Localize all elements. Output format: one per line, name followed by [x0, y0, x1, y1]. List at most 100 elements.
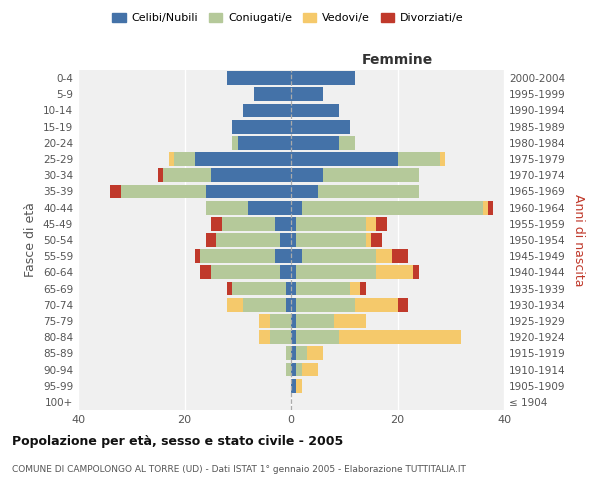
Bar: [211, 168, 291, 182]
Text: Femmine: Femmine: [362, 52, 433, 66]
Bar: [291, 168, 323, 182]
Bar: [323, 168, 419, 182]
Bar: [365, 233, 371, 247]
Bar: [376, 266, 413, 280]
Text: COMUNE DI CAMPOLONGO AL TORRE (UD) - Dati ISTAT 1° gennaio 2005 - Elaborazione T: COMUNE DI CAMPOLONGO AL TORRE (UD) - Dat…: [12, 465, 466, 474]
Bar: [174, 152, 195, 166]
Bar: [483, 200, 488, 214]
Bar: [286, 282, 291, 296]
Bar: [286, 346, 291, 360]
Bar: [317, 184, 419, 198]
Bar: [365, 217, 376, 230]
Bar: [227, 298, 243, 312]
Bar: [291, 104, 339, 118]
Bar: [291, 266, 296, 280]
Bar: [232, 120, 291, 134]
Bar: [291, 88, 323, 101]
Bar: [296, 314, 334, 328]
Bar: [243, 104, 291, 118]
Bar: [291, 200, 302, 214]
Bar: [286, 362, 291, 376]
Bar: [248, 200, 291, 214]
Bar: [296, 362, 302, 376]
Bar: [291, 184, 317, 198]
Bar: [259, 330, 270, 344]
Bar: [296, 282, 350, 296]
Bar: [238, 136, 291, 149]
Bar: [413, 266, 419, 280]
Bar: [200, 266, 211, 280]
Bar: [206, 184, 291, 198]
Bar: [195, 250, 200, 263]
Bar: [254, 88, 291, 101]
Bar: [291, 282, 296, 296]
Bar: [110, 184, 121, 198]
Bar: [195, 152, 291, 166]
Bar: [302, 362, 317, 376]
Bar: [296, 379, 302, 392]
Bar: [291, 330, 296, 344]
Bar: [163, 168, 211, 182]
Bar: [296, 217, 365, 230]
Bar: [217, 233, 280, 247]
Bar: [211, 266, 280, 280]
Bar: [259, 314, 270, 328]
Bar: [392, 250, 408, 263]
Bar: [291, 314, 296, 328]
Bar: [270, 314, 291, 328]
Bar: [227, 282, 232, 296]
Bar: [291, 250, 302, 263]
Bar: [275, 250, 291, 263]
Text: Popolazione per età, sesso e stato civile - 2005: Popolazione per età, sesso e stato civil…: [12, 435, 343, 448]
Bar: [350, 282, 360, 296]
Bar: [291, 152, 398, 166]
Bar: [270, 330, 291, 344]
Bar: [302, 200, 482, 214]
Bar: [296, 346, 307, 360]
Bar: [206, 233, 217, 247]
Bar: [232, 282, 286, 296]
Y-axis label: Fasce di età: Fasce di età: [25, 202, 37, 278]
Bar: [339, 136, 355, 149]
Bar: [291, 120, 350, 134]
Bar: [376, 217, 387, 230]
Bar: [158, 168, 163, 182]
Bar: [371, 233, 382, 247]
Bar: [398, 298, 408, 312]
Bar: [440, 152, 445, 166]
Bar: [280, 233, 291, 247]
Bar: [291, 379, 296, 392]
Bar: [286, 298, 291, 312]
Bar: [200, 250, 275, 263]
Bar: [243, 298, 286, 312]
Bar: [296, 330, 339, 344]
Bar: [291, 362, 296, 376]
Bar: [291, 71, 355, 85]
Bar: [307, 346, 323, 360]
Bar: [355, 298, 398, 312]
Bar: [291, 233, 296, 247]
Bar: [291, 136, 339, 149]
Bar: [275, 217, 291, 230]
Bar: [302, 250, 376, 263]
Bar: [360, 282, 365, 296]
Bar: [169, 152, 174, 166]
Bar: [488, 200, 493, 214]
Bar: [339, 330, 461, 344]
Bar: [334, 314, 365, 328]
Bar: [291, 217, 296, 230]
Bar: [291, 298, 296, 312]
Bar: [232, 136, 238, 149]
Legend: Celibi/Nubili, Coniugati/e, Vedovi/e, Divorziati/e: Celibi/Nubili, Coniugati/e, Vedovi/e, Di…: [108, 8, 468, 28]
Bar: [291, 346, 296, 360]
Bar: [296, 233, 365, 247]
Bar: [211, 217, 222, 230]
Bar: [222, 217, 275, 230]
Bar: [206, 200, 248, 214]
Bar: [227, 71, 291, 85]
Y-axis label: Anni di nascita: Anni di nascita: [572, 194, 585, 286]
Bar: [296, 266, 376, 280]
Bar: [398, 152, 440, 166]
Bar: [280, 266, 291, 280]
Bar: [121, 184, 206, 198]
